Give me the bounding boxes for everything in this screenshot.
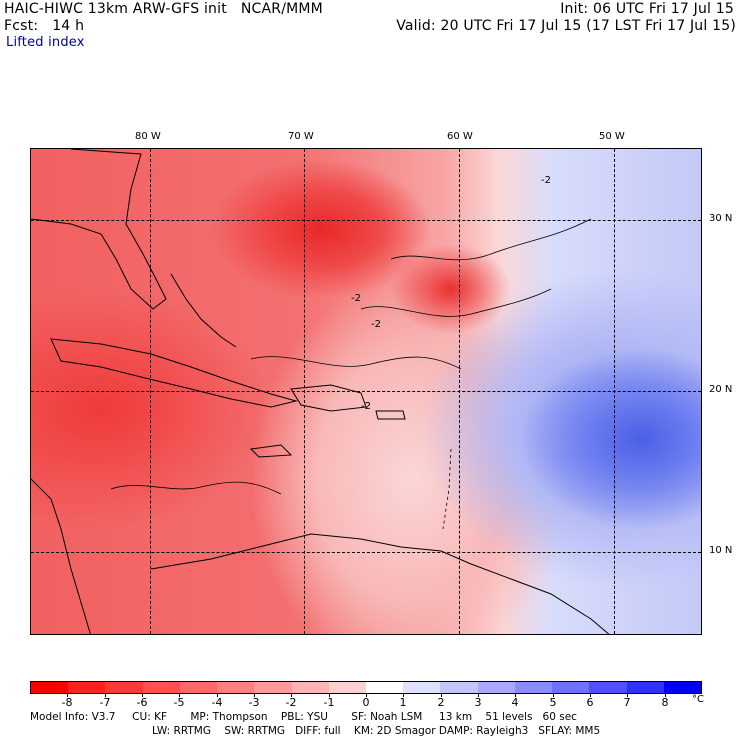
colorbar-tick [478,694,479,697]
field-name: Lifted index [6,35,85,50]
colorbar-segment [328,682,366,693]
colorbar-tick [441,694,442,697]
colorbar-segment [403,682,441,693]
contour-label: -2 [371,319,381,330]
init-time: Init: 06 UTC Fri 17 Jul 15 [560,1,734,17]
lon-label-60w: 60 W [447,131,473,142]
colorbar-tick-label: -8 [61,696,73,709]
contour-label: -2 [351,293,361,304]
colorbar-tick-label: 2 [437,696,445,709]
colorbar-tick-label: 1 [399,696,407,709]
colorbar-segment [477,682,515,693]
contour-line [250,356,462,370]
hispaniola-coastline [290,384,367,412]
central-america-coastline [31,478,91,634]
cuba-coastline [50,338,298,408]
colorbar-tick [105,694,106,697]
colorbar-tick-label: -1 [323,696,335,709]
colorbar-tick-label: 6 [586,696,594,709]
colorbar-tick-label: -7 [99,696,111,709]
map-overlay: -2 -2 -2 -2 [31,149,610,634]
colorbar-segment [142,682,180,693]
contour-label: -2 [541,175,551,186]
colorbar-tick [366,694,367,697]
lat-label-30n: 30 N [709,213,733,224]
model-info-line2: LW: RRTMG SW: RRTMG DIFF: full KM: 2D Sm… [152,725,601,737]
colorbar-tick-label: -5 [173,696,185,709]
colorbar-segment [217,682,255,693]
colorbar-segment [663,682,701,693]
contour-line [110,481,282,495]
colorbar-tick [254,694,255,697]
contour-line [390,218,592,261]
colorbar-tick [291,694,292,697]
colorbar-tick [217,694,218,697]
colorbar-segment [552,682,590,693]
colorbar-tick [329,694,330,697]
contour-line [442,448,452,530]
colorbar-segment [365,682,404,693]
colorbar-tick-label: 3 [474,696,482,709]
colorbar-tick [67,694,68,697]
colorbar-segment [31,682,69,693]
florida-coastline [31,149,167,310]
contour-label: -2 [361,401,371,412]
gridline-20n [31,391,701,392]
colorbar-tick-label: -6 [136,696,148,709]
colorbar-segment [514,682,553,693]
colorbar-tick [590,694,591,697]
colorbar-tick-label: 4 [511,696,519,709]
colorbar-segment [626,682,664,693]
model-title: HAIC-HIWC 13km ARW-GFS init NCAR/MMM [4,1,323,17]
colorbar [30,681,702,694]
lon-label-70w: 70 W [288,131,314,142]
colorbar-tick-label: -4 [211,696,223,709]
jamaica-coastline [249,444,293,458]
colorbar-tick [553,694,554,697]
colorbar-tick-label: -2 [285,696,297,709]
colorbar-tick [142,694,143,697]
colorbar-tick-label: -3 [248,696,260,709]
colorbar-segment [105,682,143,693]
colorbar-tick-label: 8 [661,696,669,709]
colorbar-tick [179,694,180,697]
gridline-10n [31,552,701,553]
forecast-hour: Fcst: 14 h [4,18,85,34]
puerto-rico-coastline [375,410,406,420]
colorbar-unit: °C [692,694,704,705]
colorbar-segment [291,682,329,693]
colorbar-tick-label: 5 [549,696,557,709]
colorbar-tick [627,694,628,697]
lon-label-50w: 50 W [599,131,625,142]
colorbar-segment [68,682,106,693]
bahamas-coastline [170,273,237,348]
valid-time: Valid: 20 UTC Fri 17 Jul 15 (17 LST Fri … [396,18,736,34]
gridline-30n [31,220,701,221]
colorbar-tick-label: 7 [623,696,631,709]
contour-line [360,288,552,317]
colorbar-segment [254,682,292,693]
lat-label-20n: 20 N [709,384,733,395]
colorbar-tick-label: 0 [362,696,370,709]
colorbar-segment [589,682,627,693]
lifted-index-map: -2 -2 -2 -2 [30,148,702,635]
colorbar-segment [440,682,478,693]
lon-label-80w: 80 W [135,131,161,142]
colorbar-tick [665,694,666,697]
colorbar-tick [515,694,516,697]
colorbar-tick [403,694,404,697]
south-america-coastline [150,533,610,634]
colorbar-segment [179,682,218,693]
lat-label-10n: 10 N [709,545,733,556]
model-info-line1: Model Info: V3.7 CU: KF MP: Thompson PBL… [30,711,577,723]
